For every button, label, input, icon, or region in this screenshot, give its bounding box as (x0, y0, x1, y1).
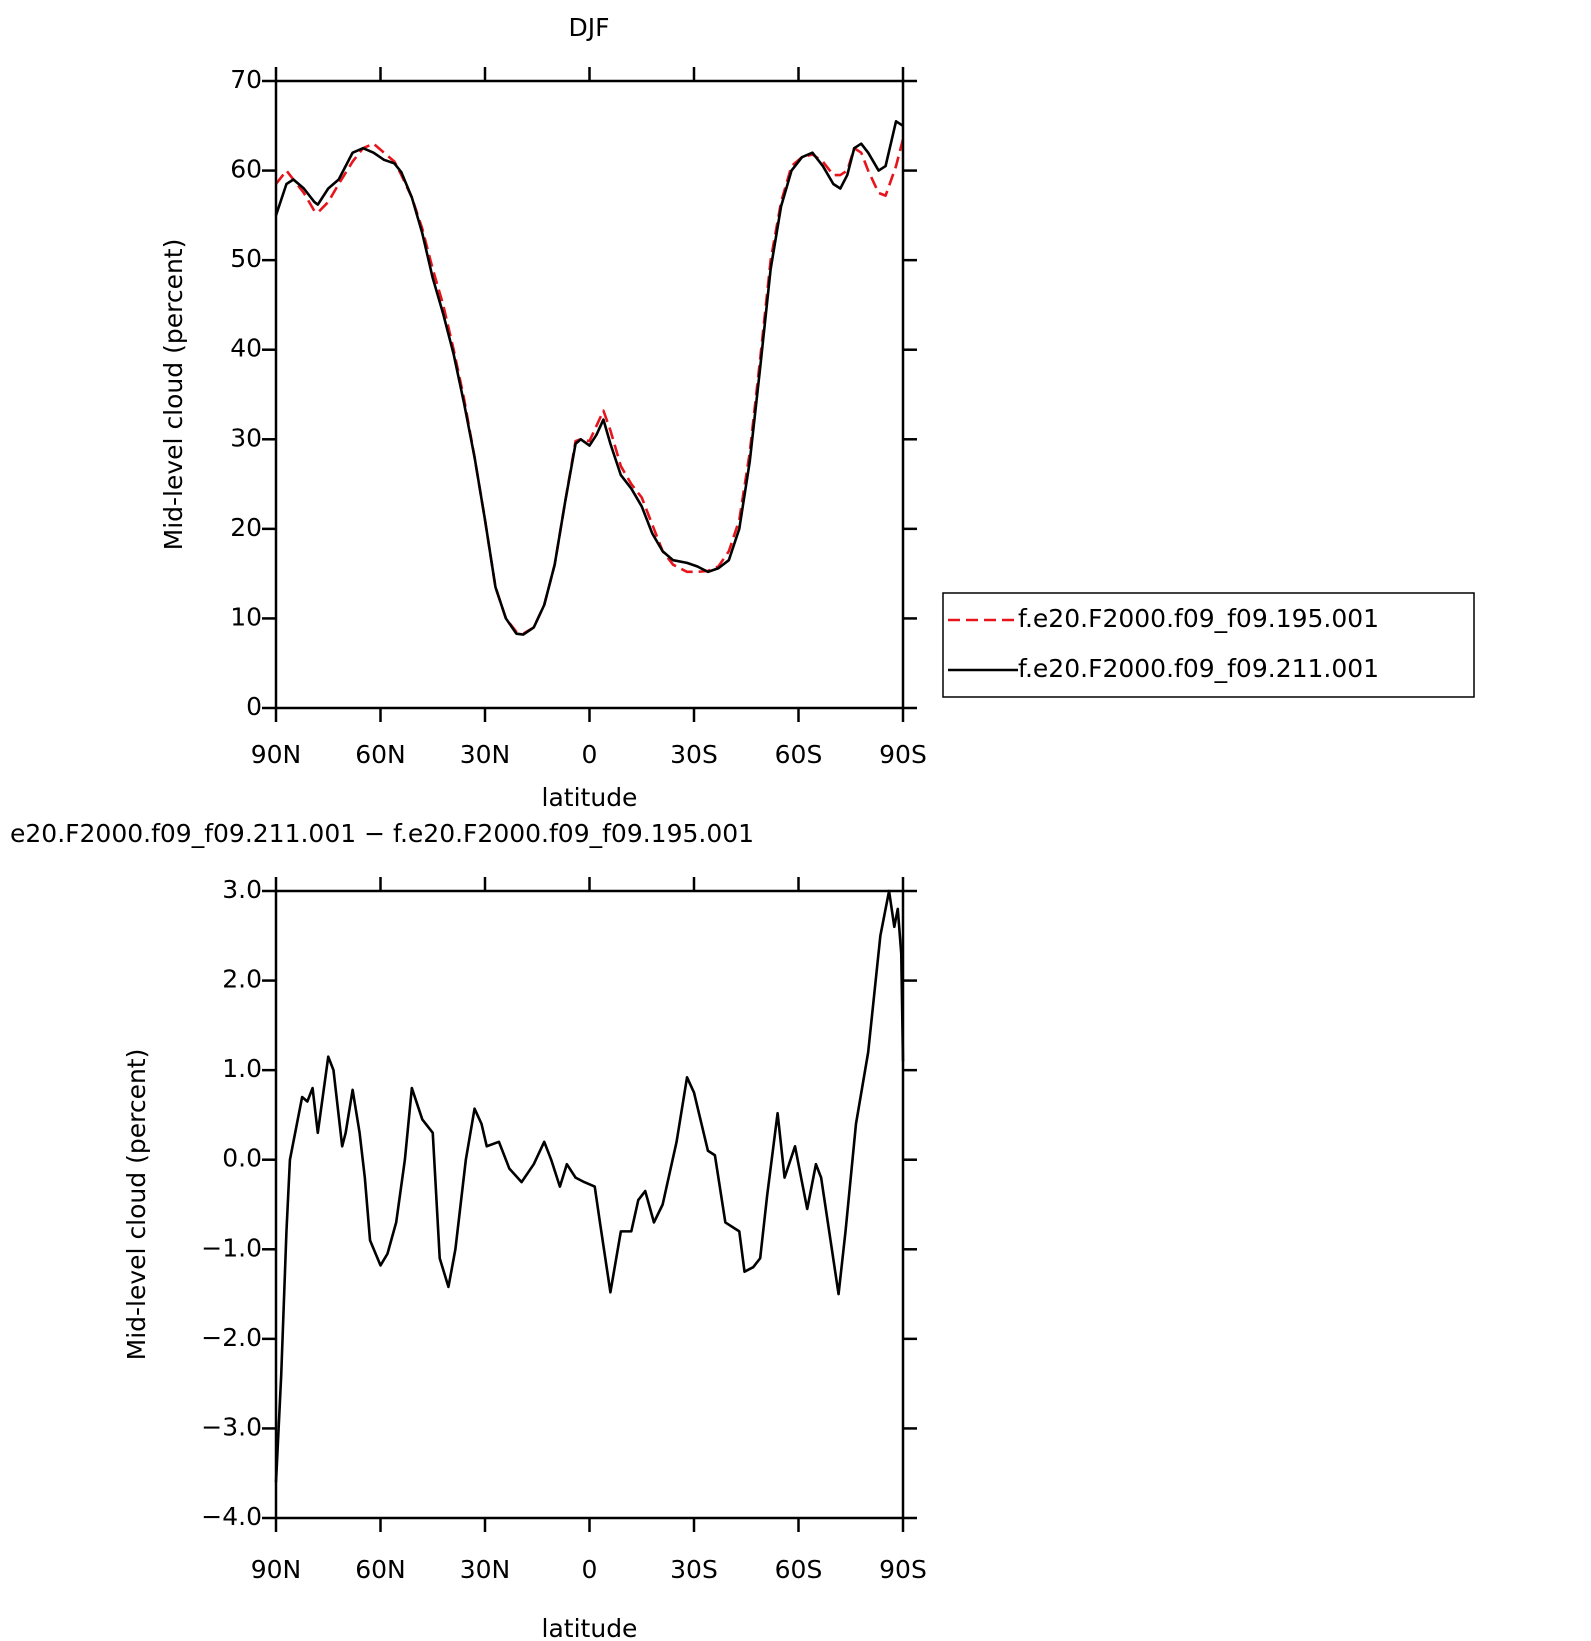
legend-label: f.e20.F2000.f09_f09.211.001 (1018, 654, 1379, 683)
y-tick-label: 20 (230, 513, 262, 542)
y-tick-label: 50 (230, 244, 262, 273)
y-tick-label: 70 (230, 65, 262, 94)
x-axis-label: latitude (542, 783, 638, 812)
x-tick-label: 60S (775, 1555, 823, 1584)
y-tick-label: 2.0 (222, 965, 262, 994)
x-tick-label: 90S (879, 740, 927, 769)
x-tick-label: 30N (460, 740, 511, 769)
x-tick-label: 60N (355, 1555, 406, 1584)
y-tick-label: 60 (230, 155, 262, 184)
x-tick-label: 90N (251, 1555, 302, 1584)
y-tick-label: −1.0 (201, 1233, 262, 1262)
chart-title: DJF (568, 13, 609, 42)
x-tick-label: 30S (670, 740, 718, 769)
y-tick-label: −4.0 (201, 1502, 262, 1531)
legend-label: f.e20.F2000.f09_f09.195.001 (1018, 604, 1379, 633)
x-tick-label: 30N (460, 1555, 511, 1584)
y-tick-label: 40 (230, 334, 262, 363)
y-tick-label: 30 (230, 423, 262, 452)
x-tick-label: 90S (879, 1555, 927, 1584)
y-tick-label: −3.0 (201, 1412, 262, 1441)
y-tick-label: −2.0 (201, 1323, 262, 1352)
x-tick-label: 0 (582, 740, 598, 769)
chart-title: e20.F2000.f09_f09.211.001 − f.e20.F2000.… (10, 819, 754, 848)
y-axis-label: Mid-level cloud (percent) (159, 239, 188, 551)
x-tick-label: 60N (355, 740, 406, 769)
data-line (274, 120, 904, 636)
plot-frame (274, 79, 905, 710)
plot-frame (274, 889, 905, 1520)
y-axis-label: Mid-level cloud (percent) (122, 1049, 151, 1361)
data-line (274, 138, 905, 635)
y-tick-label: 10 (230, 602, 262, 631)
x-tick-label: 90N (251, 740, 302, 769)
y-tick-label: 3.0 (222, 875, 262, 904)
x-tick-label: 0 (582, 1555, 598, 1584)
data-line (274, 889, 905, 1483)
y-tick-label: 1.0 (222, 1054, 262, 1083)
legend-box (942, 592, 1475, 698)
x-tick-label: 30S (670, 1555, 718, 1584)
y-tick-label: 0 (246, 692, 262, 721)
x-axis-label: latitude (542, 1614, 638, 1641)
x-tick-label: 60S (775, 740, 823, 769)
y-tick-label: 0.0 (222, 1144, 262, 1173)
